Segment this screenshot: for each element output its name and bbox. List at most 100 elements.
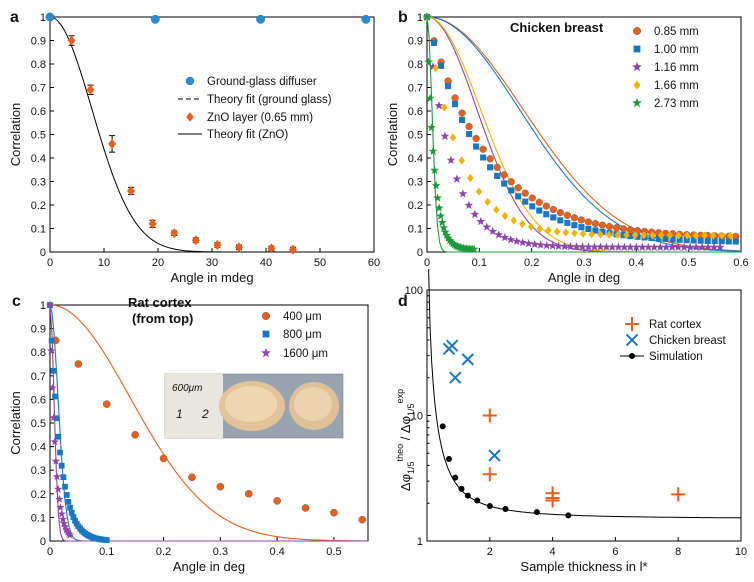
- point-chicken-breast: [461, 353, 475, 366]
- point-rat-cortex: [482, 467, 497, 482]
- y-tick-label: 0.7: [31, 83, 46, 95]
- point-series-1: [480, 154, 487, 161]
- point-series-1: [70, 514, 77, 520]
- legend-marker-0: [625, 317, 639, 331]
- y-tick-label: 1: [40, 12, 46, 24]
- y-tick-label: 0.6: [31, 394, 46, 406]
- point-series-2: [697, 242, 707, 251]
- y-tick-label: 1: [417, 12, 423, 24]
- y-tick-label: 0.3: [31, 465, 46, 477]
- series-theory-zno: [49, 16, 374, 253]
- point-series-1: [571, 222, 578, 229]
- point-series-3: [649, 231, 656, 240]
- point-series-1: [487, 164, 494, 171]
- point-series-2: [52, 472, 62, 481]
- fit-line-4: [426, 16, 741, 253]
- panel-c-title: Rat cortex: [128, 295, 192, 310]
- panel-d-chart: Δφ1/5theo / Δφ1/5exp 2 4 6 8 10 1 10 100 Sample …: [395, 269, 747, 574]
- y-tick-label: 0.6: [408, 106, 423, 118]
- point-series-2: [506, 235, 516, 244]
- point-series-3: [605, 230, 613, 239]
- point-series-1: [676, 236, 683, 243]
- point-series-2: [691, 242, 701, 251]
- point-series-2: [530, 239, 539, 249]
- x-axis-label: Angle in mdeg: [170, 270, 253, 285]
- point-zno: [67, 35, 76, 46]
- point-series-2: [65, 530, 74, 539]
- point-simulation: [439, 423, 446, 430]
- point-series-1: [437, 62, 445, 69]
- y-tick-label: 100: [405, 285, 423, 297]
- point-series-2: [620, 242, 629, 251]
- x-tick-label: 0.5: [326, 546, 341, 558]
- point-series-2: [440, 131, 450, 140]
- point-series-2: [572, 242, 581, 251]
- y-tick-label: 0.4: [408, 153, 423, 165]
- point-series-1: [683, 237, 690, 244]
- point-series-4: [425, 93, 435, 102]
- point-series-2: [524, 239, 533, 248]
- point-series-2: [578, 242, 587, 251]
- point-series-2: [482, 222, 492, 231]
- point-series-1: [430, 39, 438, 46]
- point-series-1: [697, 237, 704, 244]
- point-series-4: [437, 218, 447, 227]
- point-series-0: [465, 122, 473, 131]
- point-series-0: [74, 360, 83, 368]
- y-axis-label: Correlation: [385, 103, 400, 167]
- point-series-0: [188, 473, 196, 482]
- point-series-2: [649, 242, 659, 251]
- point-series-3: [640, 231, 648, 240]
- x-tick-label: 20: [152, 257, 164, 269]
- point-series-1: [459, 116, 466, 124]
- point-series-2: [536, 240, 545, 249]
- legend-label-1: 800 μm: [283, 329, 322, 341]
- point-series-3: [510, 216, 517, 225]
- point-series-4: [443, 233, 453, 242]
- point-series-3: [588, 230, 596, 239]
- y-tick-label: 0.5: [31, 418, 46, 430]
- point-zno: [148, 218, 157, 229]
- point-series-1: [452, 100, 459, 108]
- point-series-4: [446, 237, 456, 246]
- point-series-1: [662, 235, 669, 243]
- point-series-1: [67, 504, 73, 511]
- point-series-0: [584, 218, 593, 226]
- point-series-4: [428, 146, 438, 155]
- point-series-1: [65, 499, 72, 505]
- point-series-0: [563, 211, 571, 219]
- x-axis-label: Sample thickness in l*: [520, 559, 647, 574]
- point-series-2: [51, 456, 60, 465]
- x-tick-label: 8: [675, 546, 681, 558]
- point-zno: [235, 242, 243, 253]
- legend-label-0: 400 μm: [283, 311, 322, 323]
- point-series-2: [56, 503, 65, 511]
- legend-label-2: ZnO layer (0.65 mm): [207, 112, 313, 124]
- point-simulation: [452, 474, 459, 481]
- y-tick-label: 0: [40, 536, 46, 548]
- y-tick-label: 0.2: [31, 489, 46, 501]
- point-series-2: [54, 484, 63, 493]
- point-series-0: [612, 224, 621, 232]
- point-series-2: [596, 242, 605, 251]
- x-tick-label: 0.1: [472, 257, 487, 269]
- point-series-0: [493, 163, 501, 171]
- point-zno: [267, 243, 276, 254]
- point-series-0: [301, 504, 310, 512]
- point-series-1: [473, 143, 480, 150]
- legend-label-2: Simulation: [649, 351, 703, 363]
- point-series-0: [472, 134, 480, 143]
- point-series-0: [216, 482, 225, 491]
- y-tick-label: 0.1: [408, 224, 423, 236]
- point-series-3: [675, 231, 682, 240]
- legend-marker-2: [186, 112, 194, 122]
- point-series-1: [634, 233, 641, 240]
- legend-label-1: 1.00 mm: [654, 44, 699, 56]
- point-series-0: [330, 508, 338, 517]
- y-tick-label: 0.9: [31, 324, 46, 336]
- x-tick-label: 0.4: [269, 546, 284, 558]
- point-series-0: [451, 94, 459, 102]
- x-tick-label: 30: [206, 257, 218, 269]
- y-axis-label: Correlation: [8, 103, 23, 167]
- point-series-0: [479, 145, 487, 153]
